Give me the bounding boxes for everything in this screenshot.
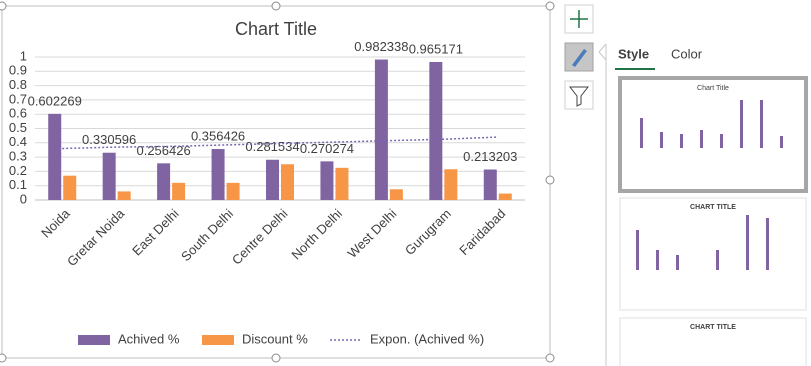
bar	[102, 152, 116, 200]
bar	[226, 182, 240, 200]
data-label: 0.982338	[354, 39, 408, 54]
bar	[172, 182, 186, 200]
data-label: 0.256426	[136, 143, 190, 158]
y-tick-label: 0.4	[9, 134, 27, 149]
style-pane: Style Color Chart Title CHART TITLE CHAR…	[598, 43, 808, 366]
style-thumbnail[interactable]	[618, 76, 808, 193]
bar	[48, 113, 62, 200]
data-label: 0.270274	[300, 141, 354, 156]
bar	[157, 163, 171, 200]
data-label: 0.330596	[82, 132, 136, 147]
bar	[266, 159, 279, 200]
pane-border	[598, 43, 607, 366]
style-thumbnail[interactable]	[619, 197, 807, 311]
style-thumbnail[interactable]	[619, 317, 807, 366]
style-tab[interactable]: Style	[618, 46, 649, 61]
chart-filters-button[interactable]	[564, 80, 594, 110]
data-label: 0.213203	[463, 149, 517, 164]
y-tick-label: 0.2	[9, 163, 27, 178]
y-tick-label: 0.6	[9, 106, 27, 121]
bar	[374, 59, 388, 200]
y-tick-label: 0.3	[9, 149, 27, 164]
brush-icon	[572, 49, 587, 67]
filter-icon	[568, 86, 590, 107]
y-tick-label: 0	[20, 191, 27, 206]
chart-tools	[564, 4, 594, 110]
bar	[444, 169, 458, 200]
color-tab[interactable]: Color	[671, 46, 703, 61]
bar	[320, 161, 334, 200]
legend-label: Expon. (Achived %)	[370, 331, 484, 346]
y-tick-label: 0.5	[9, 120, 27, 135]
bar	[389, 189, 403, 200]
thumbnail-title: Chart Title	[697, 85, 729, 92]
bar	[335, 167, 349, 200]
bar	[498, 193, 512, 200]
legend-swatch	[202, 335, 234, 345]
data-label: 0.602269	[28, 93, 82, 108]
y-tick-label: 0.8	[9, 77, 27, 92]
thumbnail-decoration	[636, 100, 783, 270]
plus-icon	[570, 10, 588, 28]
bar	[281, 164, 294, 200]
y-tick-label: 0.9	[9, 63, 27, 78]
trendline	[62, 136, 498, 150]
y-tick-label: 0.7	[9, 91, 27, 106]
data-label: 0.965171	[409, 41, 463, 56]
legend-swatch	[78, 335, 110, 345]
y-tick-label: 0.1	[9, 177, 27, 192]
thumbnail-title: CHART TITLE	[690, 204, 736, 211]
legend-label: Achived %	[118, 331, 180, 346]
chart-title: Chart Title	[235, 19, 317, 39]
bar	[117, 191, 131, 200]
y-tick-label: 1	[20, 48, 27, 63]
legend-label: Discount %	[242, 331, 308, 346]
bar	[429, 61, 443, 201]
data-label: 0.356426	[191, 128, 245, 143]
selection-handles	[0, 1, 555, 363]
bar	[483, 169, 497, 200]
bar	[211, 149, 225, 200]
data-label: 0.281534	[245, 139, 299, 154]
thumbnail-title: CHART TITLE	[690, 324, 736, 331]
active-tab-indicator	[615, 68, 655, 70]
bar	[63, 175, 77, 200]
